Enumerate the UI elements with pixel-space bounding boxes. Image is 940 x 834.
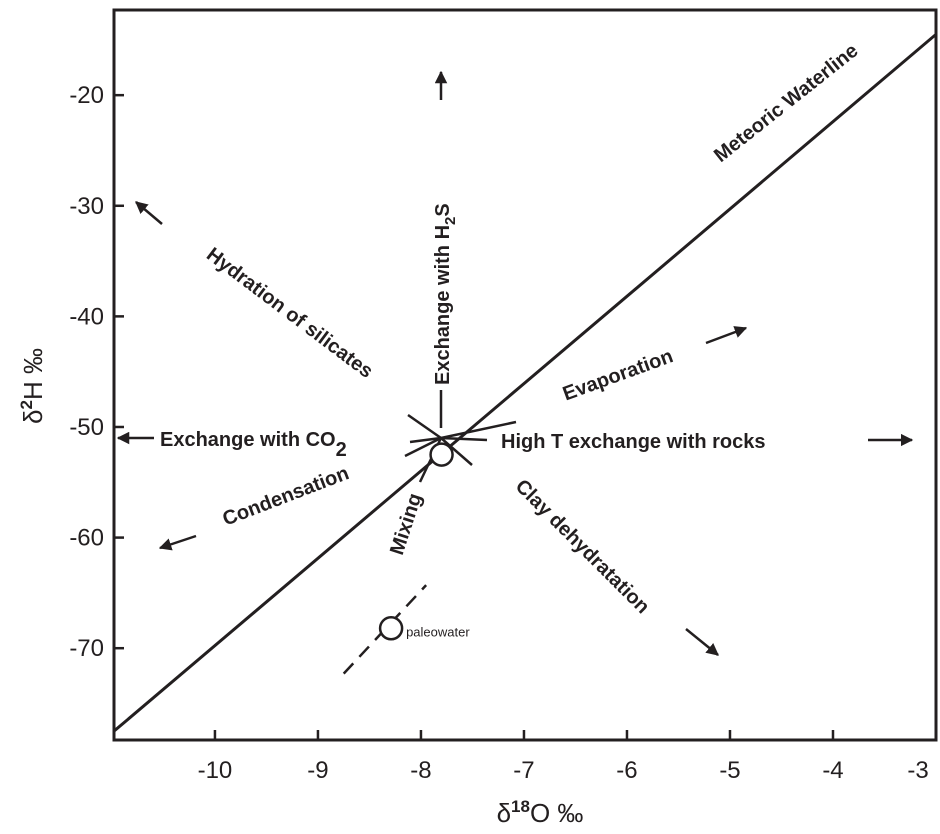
x-tick-label: -5 [719,757,740,784]
meteoric-waterline-label: Meteoric Waterline [710,40,862,167]
x-axis: -10 -9 -8 -7 -6 -5 -4 -3 [198,730,938,784]
process-arrows [116,70,914,656]
hight-label: High T exchange with rocks [501,431,766,453]
clay-label: Clay dehydratation [511,475,654,618]
x-axis-label: δ18O ‰ [497,797,584,828]
y-axis: -20 -30 -40 -50 -60 -70 [69,82,124,662]
x-tick-label: -4 [822,757,843,784]
x-tick-label: -10 [198,757,233,784]
condensation-arrow [158,534,197,551]
hydration-line [407,413,442,440]
x-tick-label: -3 [907,757,928,784]
y-tick-label: -40 [69,303,104,330]
clay-arrow [685,628,719,656]
meteoric-waterline [114,33,936,733]
condensation-label: Condensation [220,462,352,530]
y-tick-label: -30 [69,193,104,220]
plot-frame [112,8,938,742]
paleowater-point [378,616,404,641]
evaporation-arrow [705,326,748,345]
process-lines [404,390,517,483]
clay-line [440,437,473,466]
co2-line [409,436,442,444]
y-axis-label: δ2H ‰ [17,348,48,424]
co2-label: Exchange with CO2 [160,429,347,461]
hydration-label: Hydration of silicates [202,244,377,383]
x-tick-label: -9 [307,757,328,784]
y-tick-label: -20 [69,82,104,109]
y-tick-label: -70 [69,635,104,662]
hydration-arrow [135,201,163,225]
evaporation-label: Evaporation [560,345,676,405]
y-tick-label: -50 [69,414,104,441]
evaporation-line [440,420,517,440]
mixing-dashed-line [342,584,428,675]
x-tick-label: -8 [410,757,431,784]
h2s-label: Exchange with H2S [432,203,459,385]
condensation-line [404,436,442,458]
x-tick-label: -7 [513,757,534,784]
x-tick-label: -6 [616,757,637,784]
centre-sample-point [429,442,454,467]
hight-line [440,436,488,442]
mixing-label: Mixing [386,491,426,558]
y-tick-label: -60 [69,525,104,552]
paleowater-label: paleowater [406,624,470,639]
